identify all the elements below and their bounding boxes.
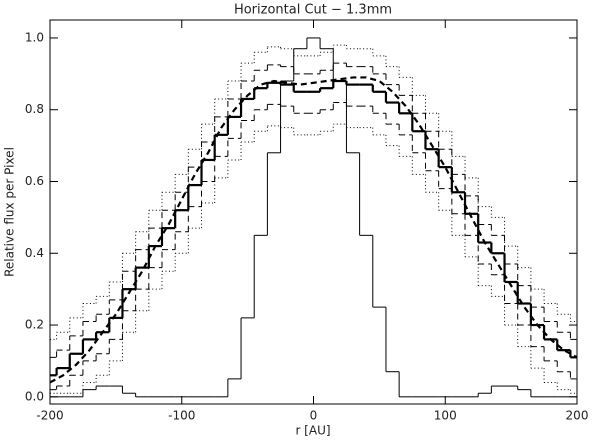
x-tick-label: -100 [168,409,195,423]
x-tick-label: 200 [566,409,589,423]
x-tick-label: -200 [36,409,63,423]
x-axis-label: r [AU] [295,424,330,438]
y-tick-label: 0.8 [25,102,44,116]
x-tick-label: 0 [310,409,318,423]
x-tick-label: 100 [434,409,457,423]
chart-title: Horizontal Cut − 1.3mm [234,3,392,18]
y-tick-label: 1.0 [25,30,44,44]
line [49,76,578,384]
y-axis-label: Relative flux per Pixel [3,147,17,277]
y-tick-label: 0.0 [25,389,44,403]
y-tick-label: 0.2 [25,318,44,332]
y-tick-label: 0.6 [25,174,44,188]
y-tick-label: 0.4 [25,246,44,260]
